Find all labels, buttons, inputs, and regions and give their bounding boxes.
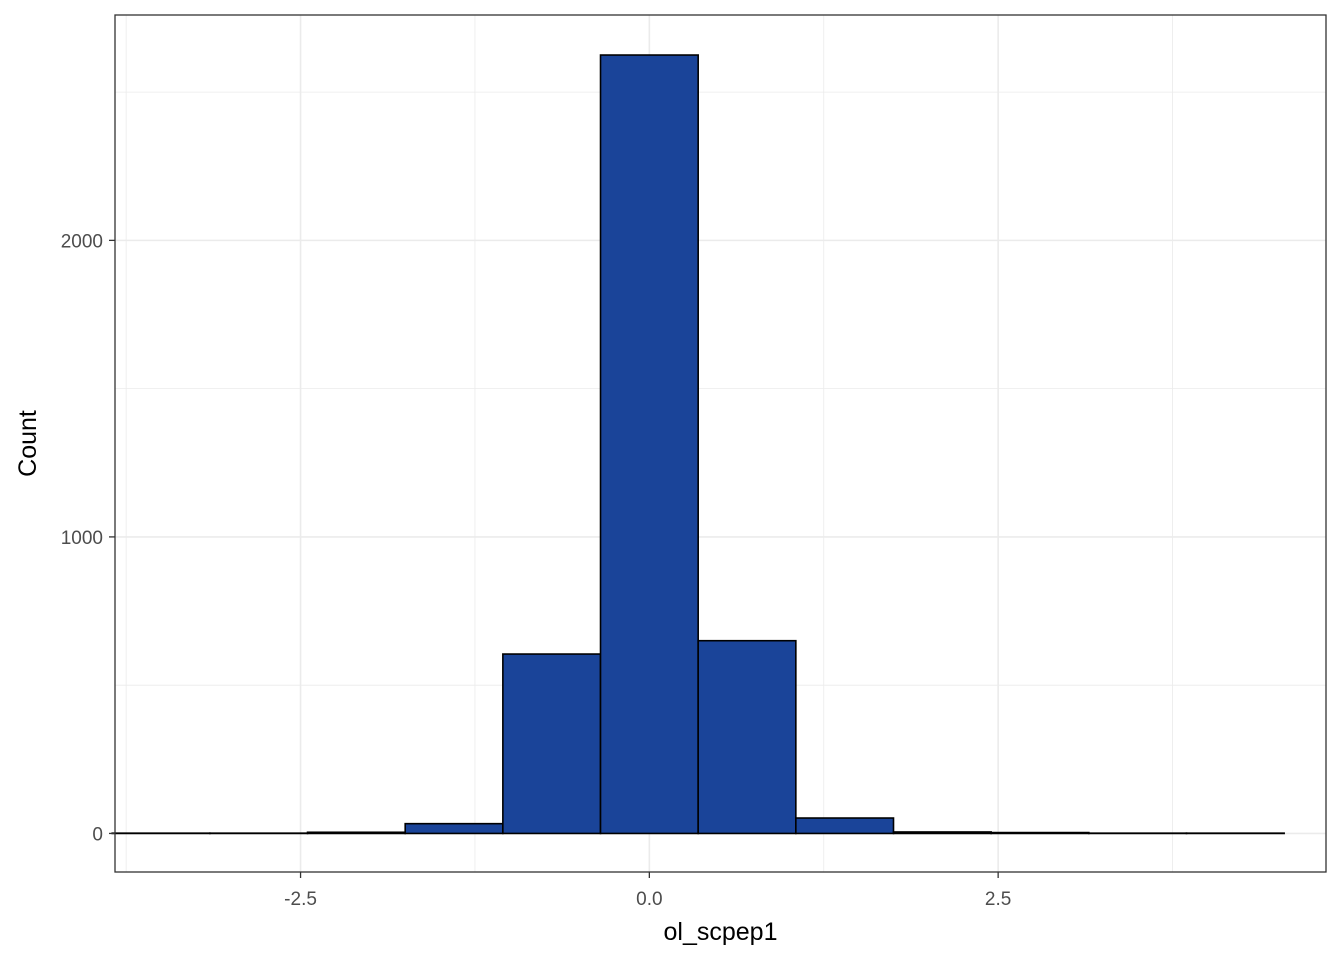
panel-border — [114, 14, 1327, 873]
histogram-bar — [697, 639, 797, 835]
x-axis-ticks: -2.5 0.0 2.5 — [284, 872, 1011, 910]
y-axis-ticks: 0 1000 2000 — [61, 231, 115, 845]
histogram-bar — [599, 54, 699, 835]
histogram-bar — [404, 822, 504, 835]
x-tick-label: 0.0 — [636, 889, 662, 910]
histogram-bar — [502, 653, 602, 835]
x-tick-label: 2.5 — [985, 889, 1011, 910]
histogram-bar — [795, 817, 895, 835]
histogram-bar — [990, 831, 1090, 835]
histogram-bar — [892, 831, 992, 835]
grid-minor — [115, 15, 1326, 872]
y-tick-label: 2000 — [61, 231, 103, 252]
bars — [111, 54, 1285, 835]
y-tick-label: 1000 — [61, 528, 103, 549]
x-axis-title: ol_scpep1 — [664, 918, 778, 946]
y-tick-label: 0 — [92, 824, 103, 845]
x-tick-label: -2.5 — [284, 889, 317, 910]
histogram-bar — [306, 831, 406, 835]
y-axis-title: Count — [14, 410, 42, 477]
